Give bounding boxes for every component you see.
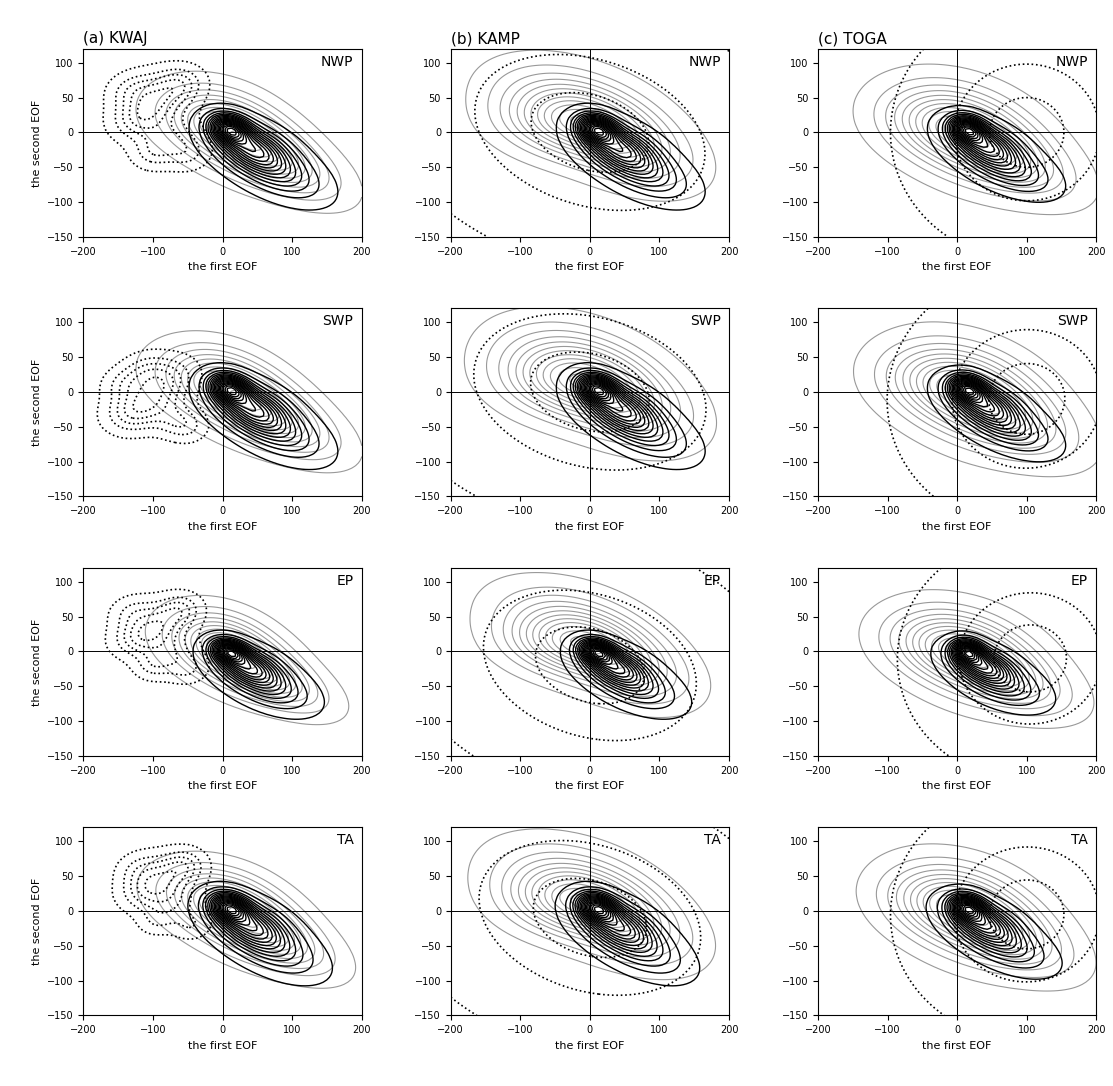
Text: (a) KWAJ: (a) KWAJ (83, 31, 148, 47)
X-axis label: the first EOF: the first EOF (923, 262, 992, 273)
Text: SWP: SWP (1057, 314, 1089, 328)
X-axis label: the first EOF: the first EOF (188, 1040, 257, 1050)
X-axis label: the first EOF: the first EOF (188, 262, 257, 273)
Y-axis label: the second EOF: the second EOF (31, 99, 41, 187)
Y-axis label: the second EOF: the second EOF (31, 358, 41, 446)
Text: TA: TA (703, 833, 721, 847)
Text: EP: EP (336, 573, 353, 588)
Y-axis label: the second EOF: the second EOF (31, 618, 41, 706)
X-axis label: the first EOF: the first EOF (188, 781, 257, 792)
X-axis label: the first EOF: the first EOF (555, 521, 624, 532)
Text: SWP: SWP (690, 314, 721, 328)
X-axis label: the first EOF: the first EOF (923, 781, 992, 792)
Text: NWP: NWP (688, 54, 721, 68)
Y-axis label: the second EOF: the second EOF (31, 877, 41, 965)
X-axis label: the first EOF: the first EOF (923, 1040, 992, 1050)
Text: (c) TOGA: (c) TOGA (818, 31, 887, 47)
Text: SWP: SWP (323, 314, 353, 328)
Text: TA: TA (1071, 833, 1089, 847)
Text: EP: EP (703, 573, 721, 588)
X-axis label: the first EOF: the first EOF (188, 521, 257, 532)
X-axis label: the first EOF: the first EOF (555, 262, 624, 273)
X-axis label: the first EOF: the first EOF (923, 521, 992, 532)
X-axis label: the first EOF: the first EOF (555, 1040, 624, 1050)
Text: EP: EP (1071, 573, 1089, 588)
Text: NWP: NWP (1055, 54, 1089, 68)
X-axis label: the first EOF: the first EOF (555, 781, 624, 792)
Text: NWP: NWP (321, 54, 353, 68)
Text: TA: TA (336, 833, 353, 847)
Text: (b) KAMP: (b) KAMP (451, 31, 520, 47)
